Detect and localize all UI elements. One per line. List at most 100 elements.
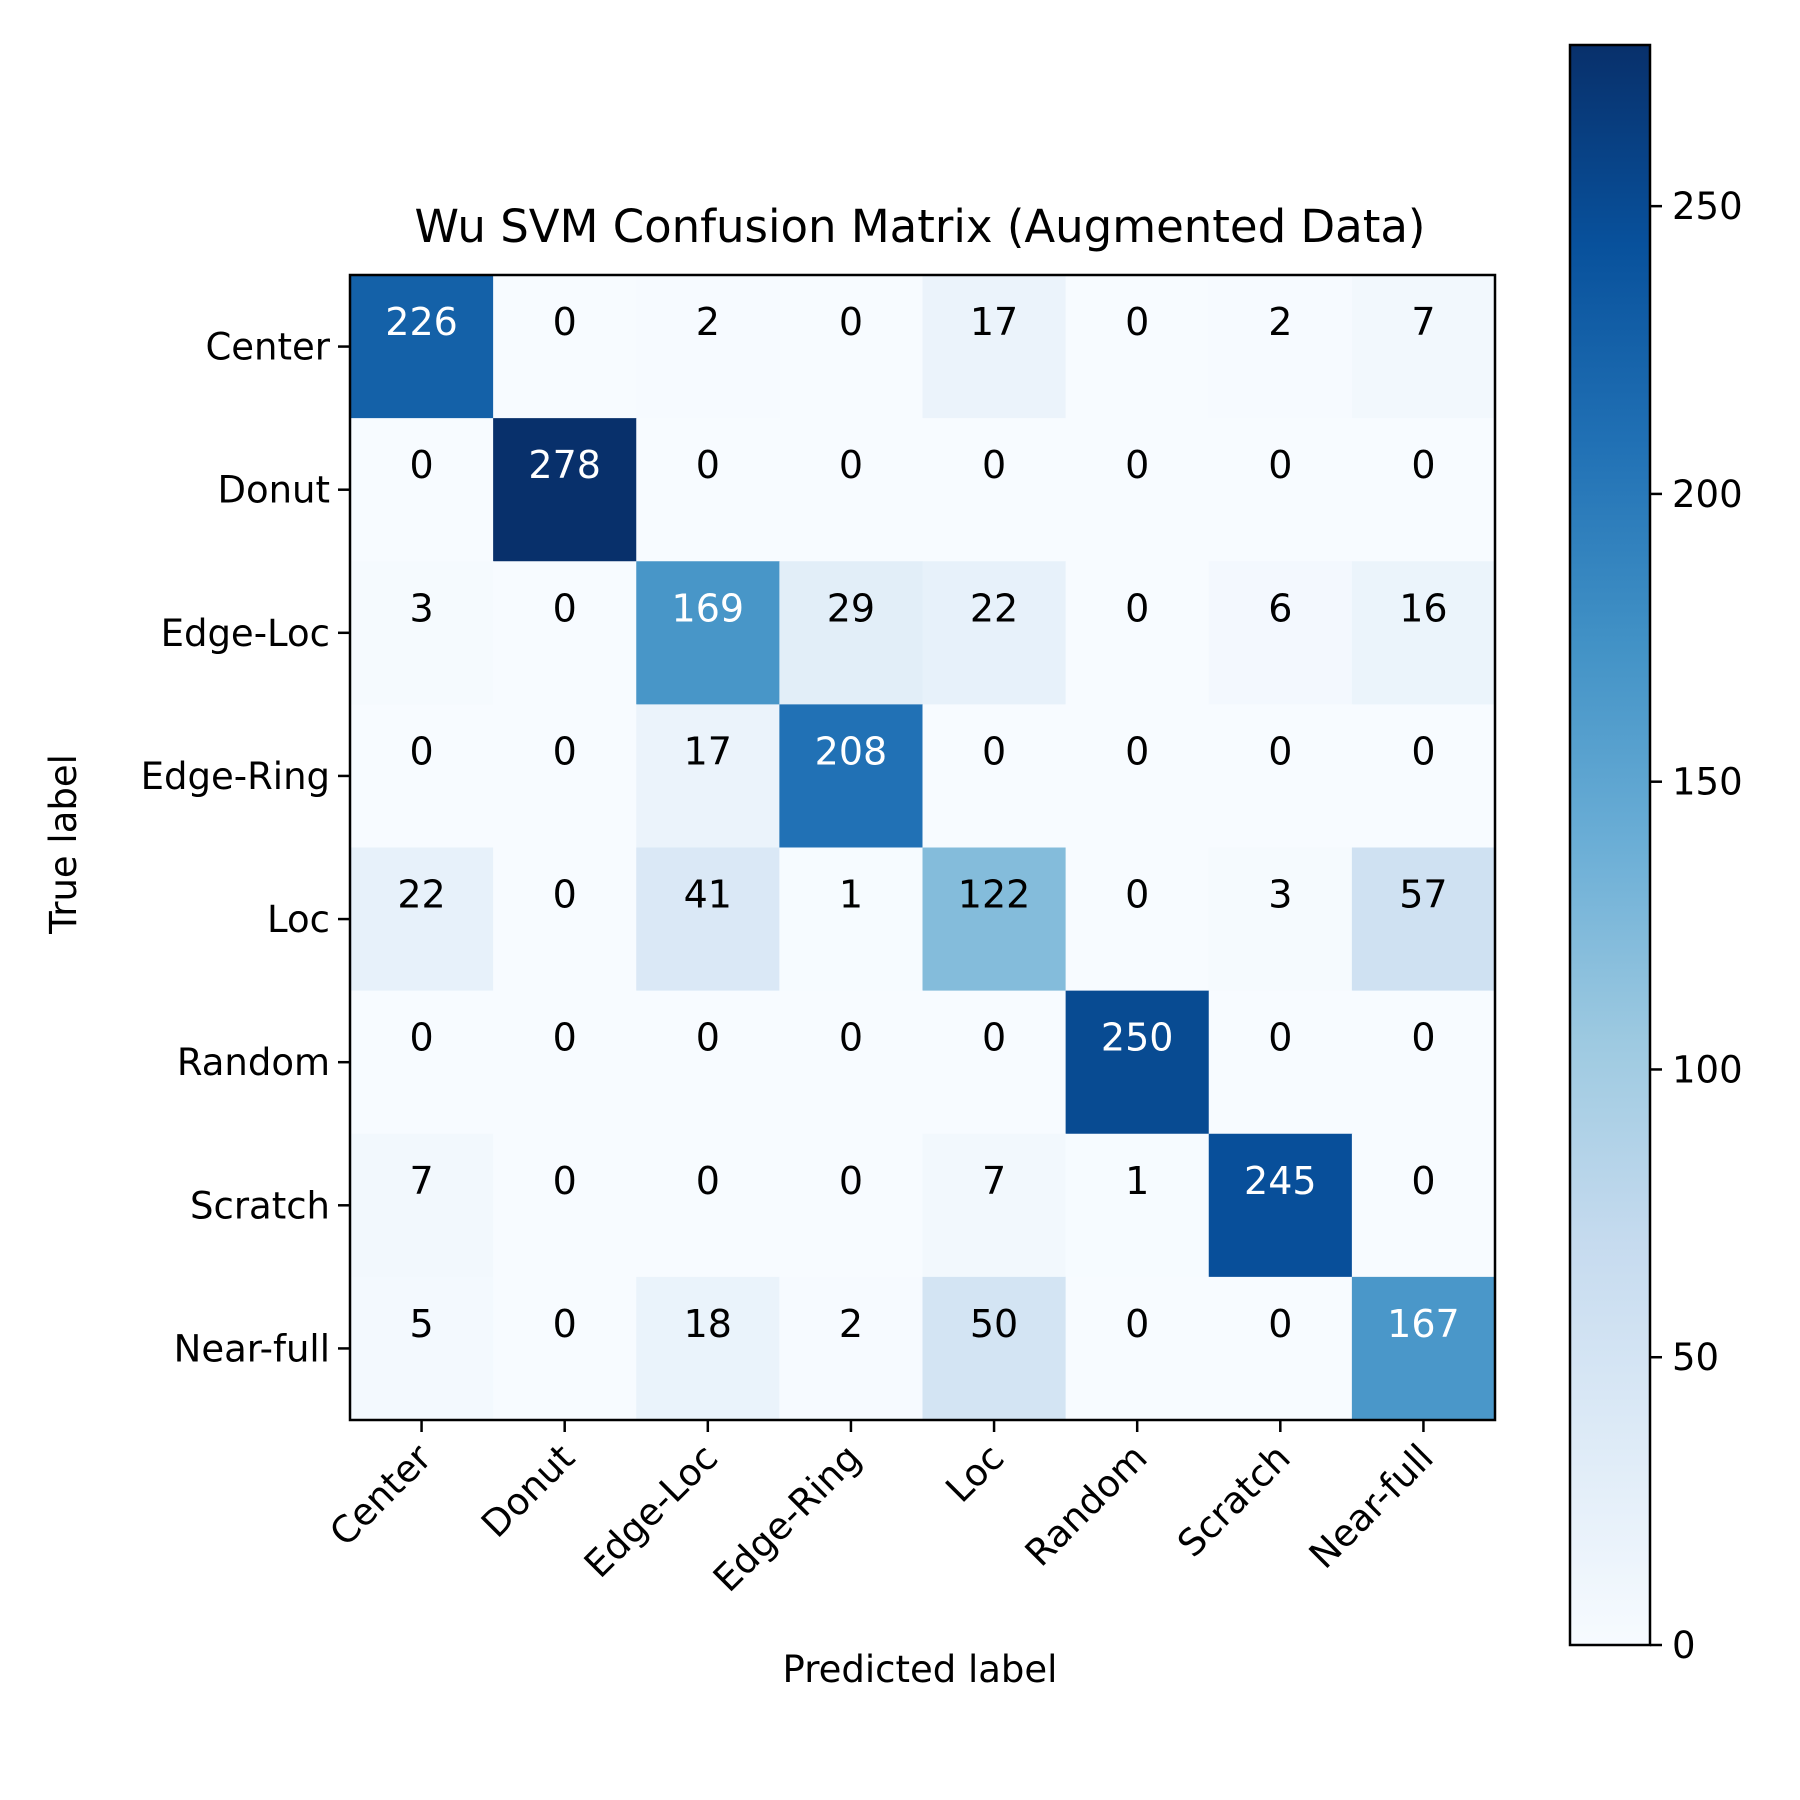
- heatmap-cell: [636, 418, 780, 562]
- cell-value-label: 2: [1268, 300, 1292, 344]
- cell-value-label: 22: [397, 873, 445, 917]
- heatmap-cell: [1351, 561, 1496, 705]
- y-tick-label: Loc: [267, 898, 330, 941]
- cell-value-label: 0: [1411, 729, 1435, 773]
- cell-value-label: 7: [409, 1159, 433, 1203]
- cell-value-label: 0: [839, 300, 863, 344]
- cell-value-label: 0: [553, 1159, 577, 1203]
- cell-value-label: 0: [839, 1159, 863, 1203]
- x-tick-label: Donut: [473, 1436, 583, 1546]
- cell-value-label: 1: [839, 873, 863, 917]
- heatmap-cell: [1208, 704, 1353, 848]
- heatmap-cell: [1065, 561, 1210, 705]
- heatmap-cell: [493, 990, 637, 1135]
- heatmap-cell: [350, 1276, 494, 1421]
- cell-value-label: 0: [553, 873, 577, 917]
- heatmap-cell: [1351, 847, 1496, 992]
- heatmap-cell: [1208, 275, 1353, 419]
- colorbar-tick-label: 150: [1672, 761, 1743, 804]
- cell-value-label: 2: [839, 1302, 863, 1346]
- cell-value-label: 0: [1268, 443, 1292, 487]
- heatmap-cell: [1351, 418, 1496, 562]
- heatmap-cell: [922, 847, 1067, 992]
- cell-value-label: 0: [553, 586, 577, 630]
- cell-value-label: 169: [672, 586, 745, 630]
- heatmap-cell: [1065, 275, 1210, 419]
- cell-value-label: 57: [1399, 873, 1447, 917]
- cell-value-label: 0: [696, 1159, 720, 1203]
- x-tick-label: Scratch: [1169, 1436, 1298, 1565]
- heatmap-cell: [636, 847, 780, 992]
- cell-value-label: 3: [1268, 873, 1292, 917]
- cell-value-label: 7: [982, 1159, 1006, 1203]
- cell-value-label: 3: [409, 586, 433, 630]
- heatmap-cell: [636, 1133, 780, 1278]
- cell-value-label: 16: [1399, 586, 1447, 630]
- cell-value-label: 0: [1125, 729, 1149, 773]
- heatmap-cell: [922, 990, 1067, 1135]
- heatmap-cell: [779, 990, 923, 1135]
- heatmap-cell: [1208, 990, 1353, 1135]
- heatmap-cell: [922, 1133, 1067, 1278]
- heatmap-cell: [350, 561, 494, 705]
- heatmap-cell: [636, 704, 780, 848]
- cell-value-labels: 226 0 2 0 17 0 2 70 278 0 0 0 0 0 03 0 169 29 22 0 6 160 0 17 20…: [385, 300, 1459, 1346]
- heatmap-cell: [779, 418, 923, 562]
- heatmap-cell: [636, 275, 780, 419]
- cell-value-label: 0: [1268, 729, 1292, 773]
- cell-value-label: 50: [970, 1302, 1018, 1346]
- cell-value-label: 0: [409, 443, 433, 487]
- x-tick-label: Random: [1017, 1436, 1156, 1575]
- colorbar-tick-label: 100: [1672, 1048, 1743, 1091]
- cell-value-label: 29: [827, 586, 875, 630]
- heatmap-cell: [1065, 990, 1210, 1135]
- heatmap-cell: [636, 561, 780, 705]
- cell-value-label: 7: [1411, 300, 1435, 344]
- heatmap-cell: [922, 418, 1067, 562]
- cell-value-label: 0: [1125, 443, 1149, 487]
- heatmap-cell: [779, 1276, 923, 1421]
- heatmap-cell: [1351, 275, 1496, 419]
- colorbar-tick-label: 50: [1672, 1336, 1719, 1379]
- heatmap-cell: [1208, 1276, 1353, 1421]
- x-axis-label: Predicted label: [783, 1648, 1058, 1691]
- heatmap-cell: [1351, 704, 1496, 848]
- cell-value-label: 167: [1387, 1302, 1460, 1346]
- cell-value-label: 6: [1268, 586, 1292, 630]
- x-tick-label: Near-full: [1301, 1436, 1442, 1577]
- x-tick-label: Center: [321, 1435, 440, 1554]
- colorbar-tick-label: 200: [1672, 473, 1743, 516]
- cell-value-label: 0: [696, 1016, 720, 1060]
- cell-value-label: 0: [409, 1016, 433, 1060]
- cell-value-label: 0: [1268, 1016, 1292, 1060]
- heatmap-cell: [493, 1133, 637, 1278]
- cell-value-label: 0: [1411, 443, 1435, 487]
- cell-value-label: 17: [970, 300, 1018, 344]
- heatmap-cell: [779, 275, 923, 419]
- y-tick-label: Donut: [217, 469, 330, 512]
- cell-value-label: 0: [1411, 1159, 1435, 1203]
- cell-value-label: 245: [1244, 1159, 1317, 1203]
- heatmap-cell: [779, 561, 923, 705]
- cell-value-label: 0: [553, 1302, 577, 1346]
- heatmap-cell: [1208, 561, 1353, 705]
- heatmap-cell: [350, 704, 494, 848]
- cell-value-label: 0: [1125, 1302, 1149, 1346]
- colorbar-tick-label: 0: [1672, 1624, 1696, 1667]
- x-tick-label: Edge-Loc: [576, 1436, 726, 1586]
- cell-value-label: 0: [1268, 1302, 1292, 1346]
- cell-value-label: 208: [815, 729, 888, 773]
- heatmap-cell: [1065, 1276, 1210, 1421]
- cell-value-label: 122: [958, 873, 1031, 917]
- y-tick-label: Edge-Ring: [141, 755, 330, 798]
- heatmap-cell: [636, 990, 780, 1135]
- heatmap-cell: [1065, 418, 1210, 562]
- y-tick-label: Center: [205, 326, 330, 369]
- heatmap-cell: [350, 847, 494, 992]
- heatmap-cell: [1208, 847, 1353, 992]
- cell-value-label: 0: [1125, 300, 1149, 344]
- heatmap-cell: [636, 1276, 780, 1421]
- cell-value-label: 0: [839, 1016, 863, 1060]
- cell-value-label: 0: [409, 729, 433, 773]
- heatmap-cell: [922, 561, 1067, 705]
